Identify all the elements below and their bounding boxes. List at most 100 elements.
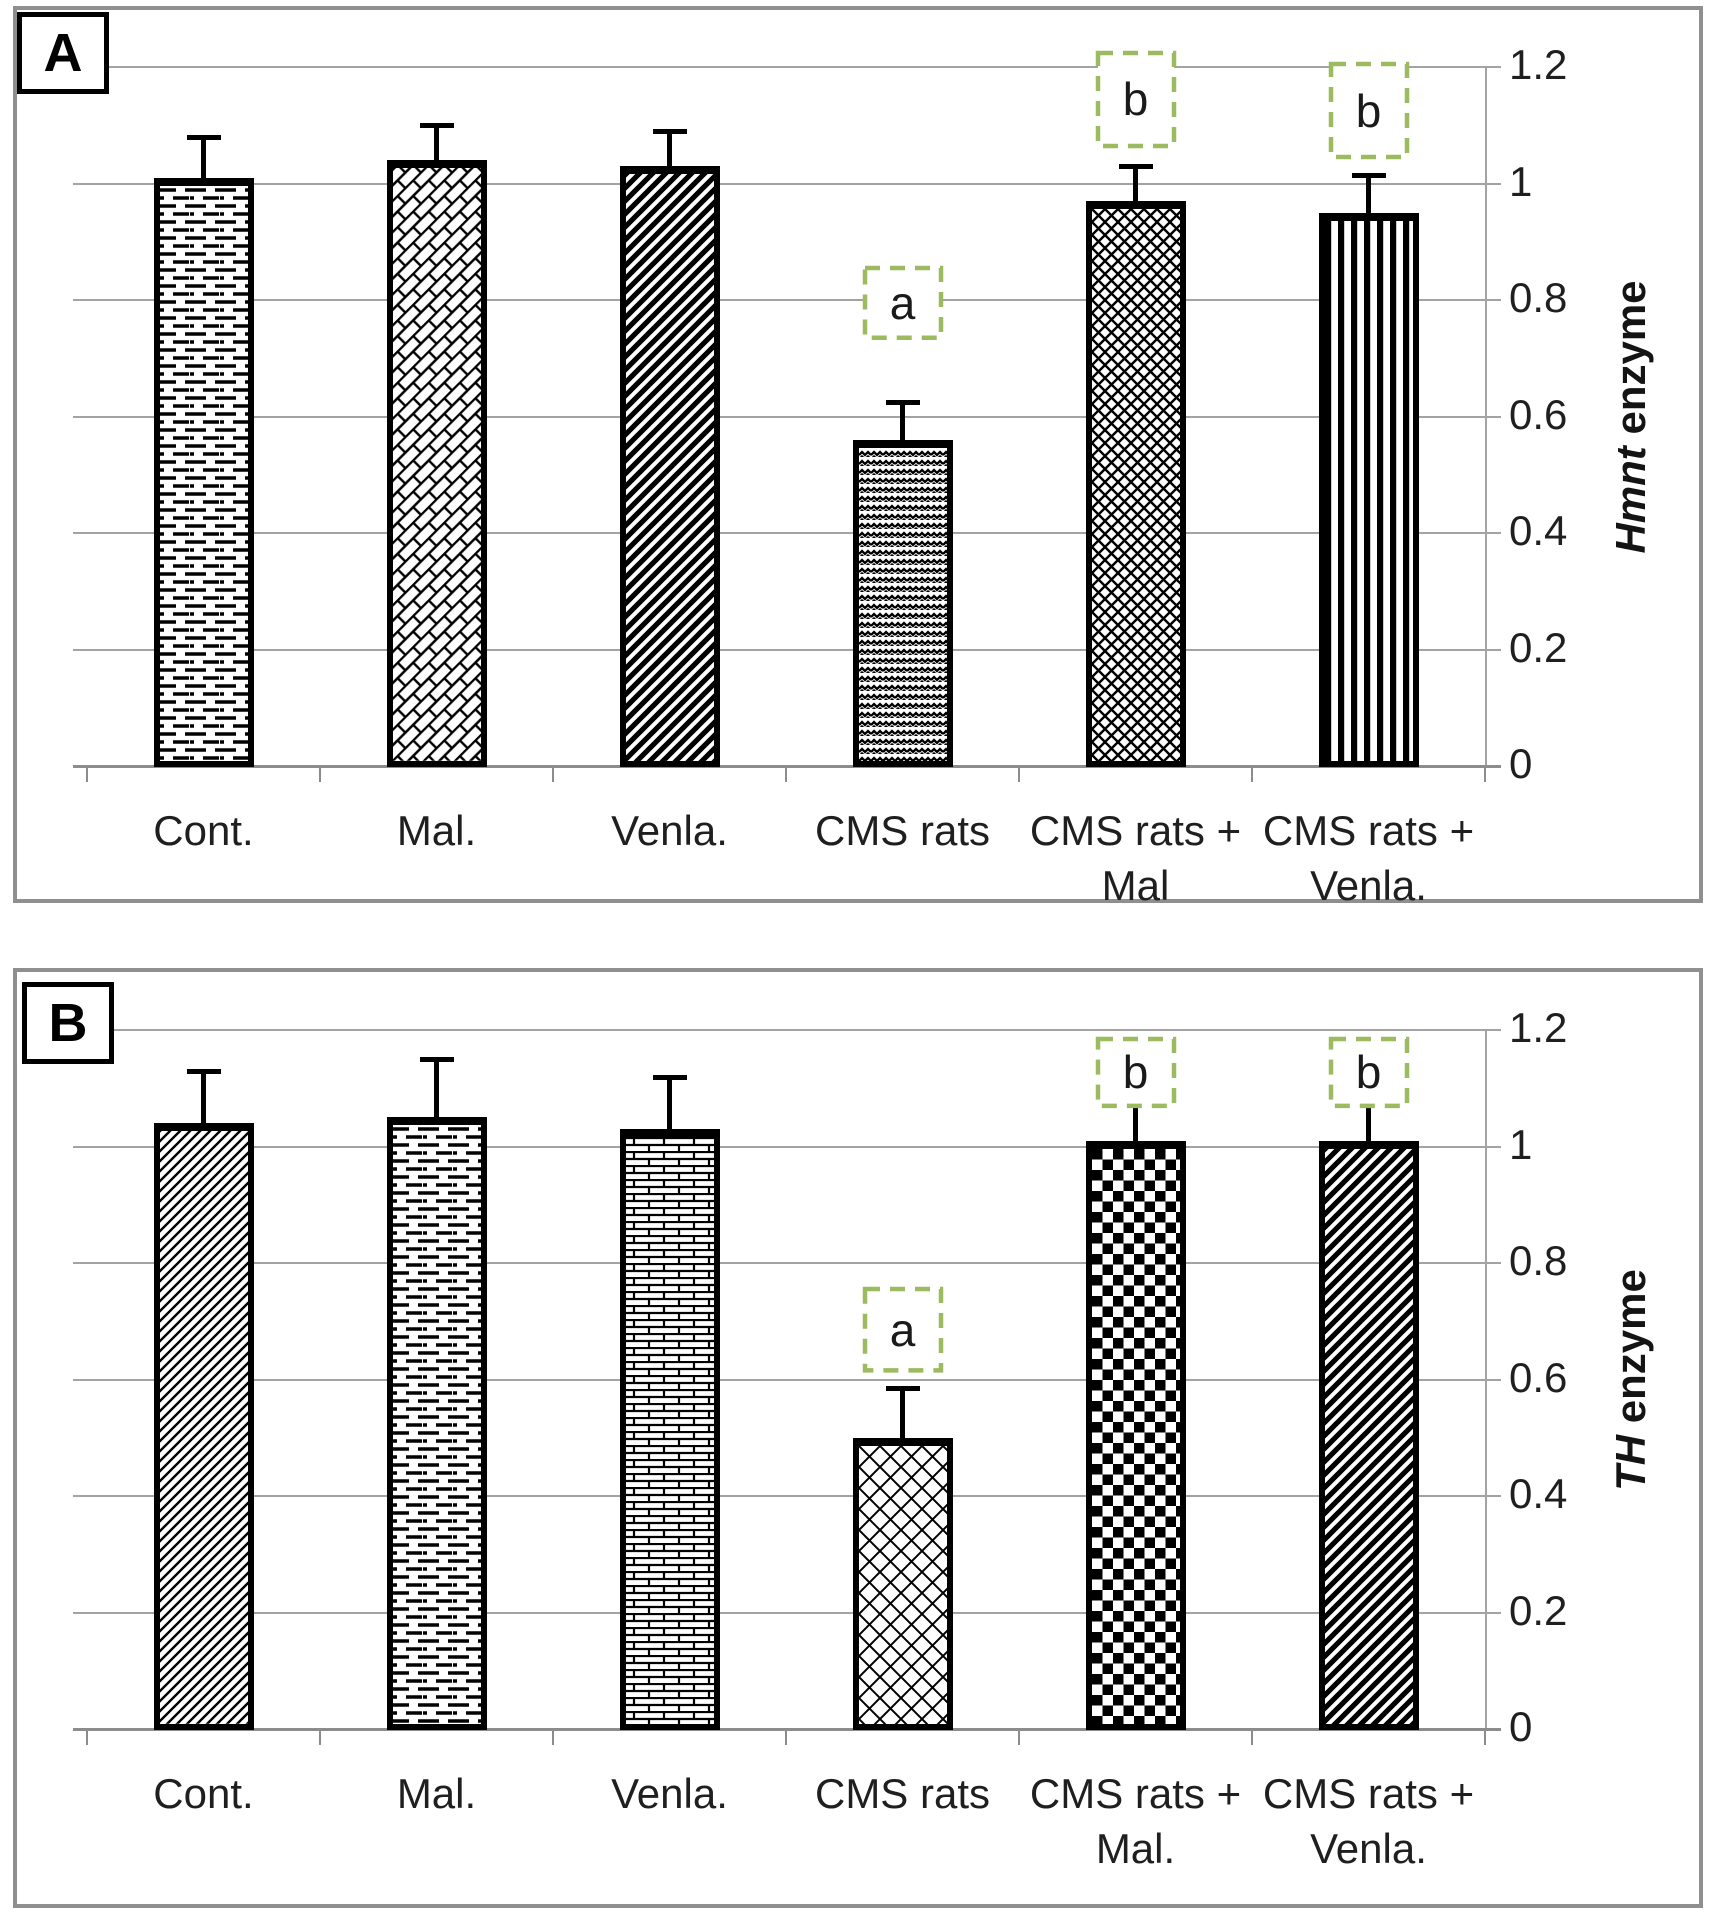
panel-a-label-box: A — [17, 12, 109, 94]
dashed-box-outline — [1328, 61, 1409, 160]
x-axis-line — [73, 1728, 1501, 1731]
bar-pattern-thick-diagonal-stripes — [625, 174, 714, 761]
bar-venla — [619, 1129, 720, 1730]
error-bar-stem — [1366, 174, 1371, 217]
error-bar-cap — [885, 1386, 920, 1392]
x-label-cms-rats-venla: CMS rats + Venla. — [1262, 1770, 1475, 1872]
gridline — [73, 415, 1501, 418]
error-bar-stem — [201, 136, 206, 182]
x-axis-tick — [1484, 768, 1486, 782]
x-axis-tick — [1484, 1731, 1486, 1745]
gridline — [73, 1495, 1501, 1497]
x-axis-tick — [86, 1731, 88, 1745]
error-bar-stem — [1133, 166, 1138, 205]
x-label-mal: Mal. — [396, 807, 477, 854]
y-tick-label: 1.2 — [1509, 41, 1568, 89]
bar-cont — [153, 1123, 254, 1730]
error-bar-cap — [652, 1074, 687, 1080]
x-label-cont: Cont. — [153, 1770, 254, 1817]
x-axis-tick — [319, 1731, 321, 1745]
gridline — [73, 1145, 1501, 1148]
bar-pattern-brick-wall — [625, 1137, 714, 1724]
error-bar-cap — [885, 399, 920, 405]
error-bar-stem — [900, 401, 905, 444]
bar-pattern-diagonal-brick-weave — [392, 168, 481, 761]
bar-pattern-horizontal-dashes — [159, 185, 248, 761]
y-tick-label: 1 — [1509, 157, 1533, 205]
x-label-cms-rats: CMS rats — [814, 807, 990, 854]
error-bar-cap — [419, 1057, 454, 1063]
y-tick-label: 0.6 — [1509, 390, 1568, 438]
error-bar-stem — [900, 1388, 905, 1442]
x-axis-tick — [552, 768, 554, 782]
panel-b-label-box: B — [22, 982, 114, 1064]
y-tick-label: 0.2 — [1509, 1586, 1568, 1634]
y-axis-title-italic-part: TH — [1607, 1434, 1654, 1491]
y-axis-title: TH enzyme — [1607, 1269, 1655, 1491]
x-label-venla: Venla. — [611, 807, 728, 854]
error-bar-cap — [1351, 172, 1386, 178]
significance-box-a: a — [862, 1286, 944, 1373]
x-axis-tick — [785, 1731, 787, 1745]
significance-letter: b — [1355, 1046, 1382, 1099]
y-tick-label: 0 — [1509, 1703, 1533, 1751]
bar-pattern-herringbone-zigzag — [858, 447, 947, 761]
bar-cms-rats-mal — [1085, 200, 1186, 767]
bar-pattern-horizontal-dashes — [392, 1125, 481, 1724]
x-axis-tick — [1018, 768, 1020, 782]
bar-cms-rats-mal — [1085, 1140, 1186, 1730]
bar-cms-rats-venla — [1318, 1140, 1419, 1730]
x-label-cms-rats-venla: CMS rats + Venla. — [1262, 807, 1475, 909]
bar-pattern-checkerboard — [1091, 1148, 1180, 1724]
bar-venla — [619, 166, 720, 767]
x-label-cms-rats: CMS rats — [814, 1770, 990, 1817]
gridline — [73, 532, 1501, 534]
bar-pattern-diamond-crosshatch-fine — [1091, 208, 1180, 761]
x-axis-tick — [785, 768, 787, 782]
significance-letter: b — [1355, 84, 1382, 137]
error-bar-cap — [186, 1068, 221, 1074]
gridline — [73, 648, 1501, 651]
bar-cms-rats — [852, 1437, 953, 1730]
bar-pattern-thin-diagonal-stripes — [159, 1131, 248, 1724]
bar-cont — [153, 177, 254, 767]
y-axis-title-regular-part: enzyme — [1607, 1268, 1654, 1435]
error-bar-cap — [652, 129, 687, 135]
x-label-cms-rats-mal: CMS rats + Mal. — [1029, 1770, 1242, 1872]
bar-pattern-vertical-stripes — [1324, 220, 1413, 761]
error-bar-cap — [419, 123, 454, 129]
y-tick-label: 0 — [1509, 740, 1533, 788]
x-axis-tick — [552, 1731, 554, 1745]
dashed-box-outline — [1328, 1036, 1409, 1108]
error-bar-stem — [1366, 1106, 1371, 1145]
error-bar-cap — [1118, 164, 1153, 170]
error-bar-stem — [434, 125, 439, 165]
gridline — [73, 299, 1501, 301]
x-label-mal: Mal. — [396, 1770, 477, 1817]
significance-letter: a — [889, 276, 916, 329]
gridline — [73, 182, 1501, 185]
significance-box-b: b — [1328, 61, 1410, 160]
panel-b-label: B — [48, 993, 88, 1053]
gridline — [73, 1378, 1501, 1381]
bar-cms-rats-venla — [1318, 212, 1419, 767]
x-axis-tick — [1018, 1731, 1020, 1745]
significance-box-b: b — [1095, 50, 1177, 149]
x-axis-tick — [1251, 768, 1253, 782]
dashed-box-outline — [862, 1287, 943, 1373]
gridline — [73, 1611, 1501, 1614]
y-tick-label: 0.4 — [1509, 1470, 1568, 1518]
error-bar-stem — [434, 1059, 439, 1122]
y-tick-label: 0.4 — [1509, 507, 1568, 555]
bar-pattern-diamond-lattice-open — [858, 1445, 947, 1724]
bar-mal — [386, 160, 487, 767]
bar-mal — [386, 1117, 487, 1730]
gridline — [73, 1029, 1501, 1031]
error-bar-cap — [186, 134, 221, 140]
panel-a: A 1.2 1 0.8 0.6 0.4 0.2 0 Hmnt enzyme Cont. Mal… — [13, 6, 1703, 909]
y-tick-label: 1.2 — [1509, 1004, 1568, 1052]
significance-box-a: a — [862, 265, 944, 341]
panel-b: B 1.2 1 0.8 0.6 0.4 0.2 0 TH enzyme Cont. Mal. … — [13, 968, 1703, 1908]
y-tick-label: 0.8 — [1509, 1237, 1568, 1285]
